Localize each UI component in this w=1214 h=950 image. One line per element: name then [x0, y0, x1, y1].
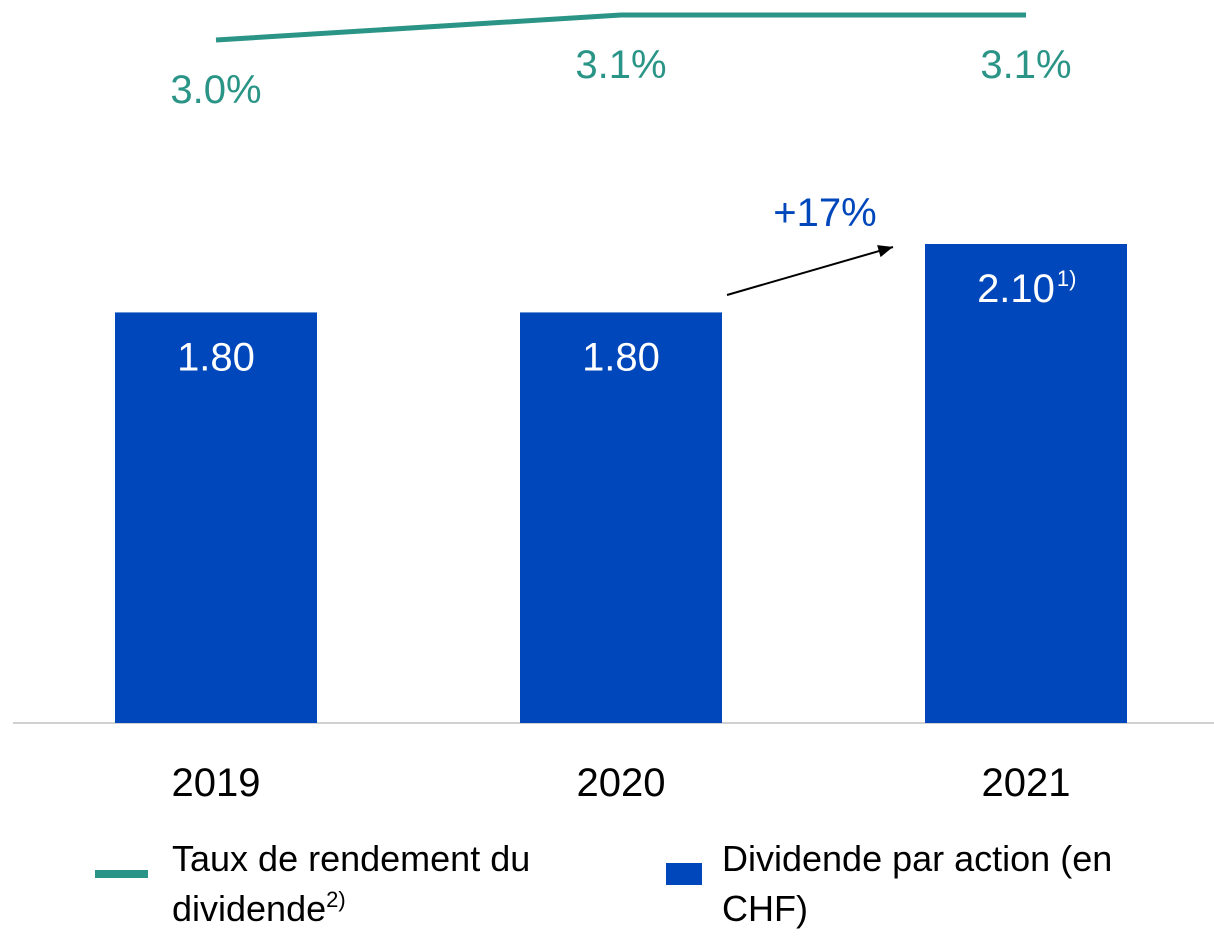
bar-value-label: 1.80 — [582, 335, 660, 379]
legend-label: Dividende par action (en CHF) — [722, 834, 1122, 934]
bar — [520, 312, 722, 723]
footnote-marker: 1) — [1057, 266, 1077, 291]
bar-value-label: 2.10 — [977, 267, 1055, 311]
legend-text: Taux de rendement du dividende — [172, 838, 531, 929]
footnote-marker: 2) — [326, 887, 346, 912]
line-value-label: 3.0% — [170, 68, 261, 112]
x-tick-label: 2021 — [982, 761, 1071, 805]
annotation-label: +17% — [773, 191, 876, 235]
legend-swatch — [666, 863, 702, 885]
legend-text: Dividende par action (en CHF) — [722, 838, 1113, 929]
legend-label: Taux de rendement du dividende2) — [172, 834, 552, 934]
bar-value-label: 1.80 — [177, 335, 255, 379]
x-tick-label: 2020 — [577, 761, 666, 805]
annotation-arrowhead — [877, 245, 893, 258]
line — [215, 12, 1026, 43]
line-value-label: 3.1% — [980, 43, 1071, 87]
annotation-arrow — [726, 246, 894, 296]
bar — [925, 244, 1127, 723]
bar — [115, 312, 317, 723]
line-value-label: 3.1% — [575, 43, 666, 87]
x-tick-label: 2019 — [172, 761, 261, 805]
